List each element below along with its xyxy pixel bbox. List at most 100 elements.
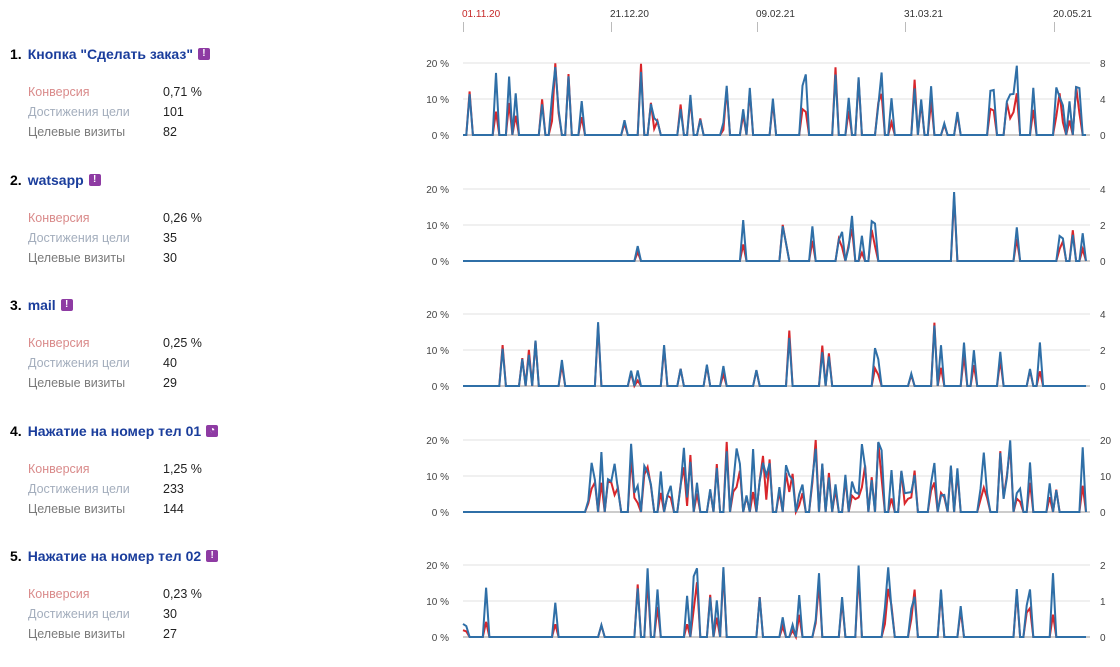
timeline-date-label: 20.05.21: [1053, 9, 1092, 20]
visits-series-line: [463, 192, 1087, 262]
goal-number: 1.: [10, 46, 22, 62]
right-axis-label: 4: [1100, 95, 1106, 106]
goal-name-link[interactable]: Нажатие на номер тел 02: [27, 548, 202, 564]
visits-value: 30: [163, 251, 177, 265]
goal-number: 2.: [10, 172, 22, 188]
right-axis-label: 1: [1100, 597, 1106, 608]
reach-label: Достижения цели: [28, 607, 130, 621]
visits-series-line: [463, 322, 1086, 387]
right-axis-label: 0: [1100, 131, 1106, 142]
timeline-date-label: 01.11.20: [462, 9, 501, 20]
conversion-series-line: [463, 322, 1086, 389]
phone-icon[interactable]: ◔: [206, 425, 219, 437]
left-axis-label: 20 %: [426, 310, 449, 321]
goal-trend-chart: 20 % 8 10 % 4 0 % 0: [426, 59, 1106, 142]
goal-name-link[interactable]: mail: [27, 297, 56, 313]
goal-title: 4. Нажатие на номер тел 01 ◔: [10, 423, 219, 439]
right-axis-label: 0: [1100, 382, 1106, 393]
reach-value: 35: [163, 231, 177, 245]
timeline-date-label: 21.12.20: [610, 9, 649, 20]
goal-block: 4. Нажатие на номер тел 01 ◔ Конверсия 1…: [0, 417, 1120, 542]
right-axis-label: 2: [1100, 346, 1106, 357]
visits-value: 27: [163, 627, 177, 641]
conversion-label: Конверсия: [28, 587, 90, 601]
right-axis-label: 0: [1100, 508, 1106, 519]
right-axis-label: 10: [1100, 472, 1112, 483]
goal-number: 4.: [10, 423, 22, 439]
visits-series-line: [463, 65, 1086, 136]
left-axis-label: 20 %: [426, 561, 449, 572]
visits-series-line: [463, 440, 1087, 513]
right-axis-label: 0: [1100, 257, 1106, 268]
right-axis-label: 0: [1100, 633, 1106, 644]
goal-name-link[interactable]: watsapp: [27, 172, 84, 188]
exclamation-icon[interactable]: !: [197, 48, 210, 60]
goal-number: 3.: [10, 297, 22, 313]
reach-label: Достижения цели: [28, 482, 130, 496]
left-axis-label: 10 %: [426, 221, 449, 232]
reach-value: 40: [163, 356, 177, 370]
left-axis-label: 0 %: [432, 131, 449, 142]
goal-block: 1. Кнопка "Сделать заказ" ! Конверсия 0,…: [0, 40, 1120, 165]
visits-label: Целевые визиты: [28, 502, 126, 516]
left-axis-label: 10 %: [426, 597, 449, 608]
reach-value: 233: [163, 482, 184, 496]
visits-value: 29: [163, 376, 177, 390]
left-axis-label: 0 %: [432, 382, 449, 393]
left-axis-label: 0 %: [432, 508, 449, 519]
timeline-date-label: 31.03.21: [904, 9, 943, 20]
goal-title: 3. mail !: [10, 297, 73, 313]
visits-label: Целевые визиты: [28, 251, 126, 265]
left-axis-label: 10 %: [426, 95, 449, 106]
exclamation-icon[interactable]: !: [60, 299, 73, 311]
reach-label: Достижения цели: [28, 105, 130, 119]
exclamation-icon[interactable]: !: [206, 550, 219, 562]
goal-block: 3. mail ! Конверсия 0,25 % Достижения це…: [0, 291, 1120, 416]
conversion-label: Конверсия: [28, 211, 90, 225]
left-axis-label: 20 %: [426, 436, 449, 447]
timeline-tick: [611, 22, 612, 32]
conversion-value: 0,23 %: [163, 587, 202, 601]
visits-value: 82: [163, 125, 177, 139]
right-axis-label: 8: [1100, 59, 1106, 70]
visits-value: 144: [163, 502, 184, 516]
goal-trend-chart: 20 % 410 % 20 % 0: [426, 310, 1106, 393]
goal-name-link[interactable]: Нажатие на номер тел 01: [27, 423, 202, 439]
visits-label: Целевые визиты: [28, 627, 126, 641]
timeline-tick: [757, 22, 758, 32]
timeline-tick: [463, 22, 464, 32]
left-axis-label: 20 %: [426, 59, 449, 70]
conversion-value: 0,71 %: [163, 85, 202, 99]
exclamation-icon[interactable]: !: [88, 174, 101, 186]
conversion-value: 1,25 %: [163, 462, 202, 476]
goal-title: 5. Нажатие на номер тел 02 !: [10, 548, 219, 564]
reach-label: Достижения цели: [28, 231, 130, 245]
goal-title: 2. watsapp !: [10, 172, 101, 188]
conversion-series-line: [463, 196, 1087, 262]
left-axis-label: 20 %: [426, 185, 449, 196]
conversion-label: Конверсия: [28, 336, 90, 350]
right-axis-label: 4: [1100, 310, 1106, 321]
reach-value: 30: [163, 607, 177, 621]
right-axis-label: 2: [1100, 561, 1106, 572]
goal-trend-chart: 20 % 20 10 % 10 0 % 0: [426, 436, 1112, 519]
goal-block: 2. watsapp ! Конверсия 0,26 % Достижения…: [0, 166, 1120, 291]
goal-number: 5.: [10, 548, 22, 564]
visits-series-line: [462, 565, 1086, 638]
timeline-tick: [1054, 22, 1055, 32]
timeline-axis: 01.11.20 21.12.20 09.02.21 31.03.21 20.05.21: [0, 0, 1120, 32]
goal-trend-chart: 20 % 410 % 20 % 0: [426, 185, 1106, 268]
left-axis-label: 10 %: [426, 346, 449, 357]
goal-title: 1. Кнопка "Сделать заказ" !: [10, 46, 210, 62]
goal-block: 5. Нажатие на номер тел 02 ! Конверсия 0…: [0, 542, 1120, 667]
right-axis-label: 20: [1100, 436, 1112, 447]
goal-trend-chart: 20 % 210 % 10 % 0: [426, 561, 1106, 644]
visits-label: Целевые визиты: [28, 125, 126, 139]
left-axis-label: 0 %: [432, 633, 449, 644]
visits-label: Целевые визиты: [28, 376, 126, 390]
timeline-date-label: 09.02.21: [756, 9, 795, 20]
goal-name-link[interactable]: Кнопка "Сделать заказ": [27, 46, 193, 62]
conversion-value: 0,26 %: [163, 211, 202, 225]
right-axis-label: 4: [1100, 185, 1106, 196]
conversion-label: Конверсия: [28, 462, 90, 476]
